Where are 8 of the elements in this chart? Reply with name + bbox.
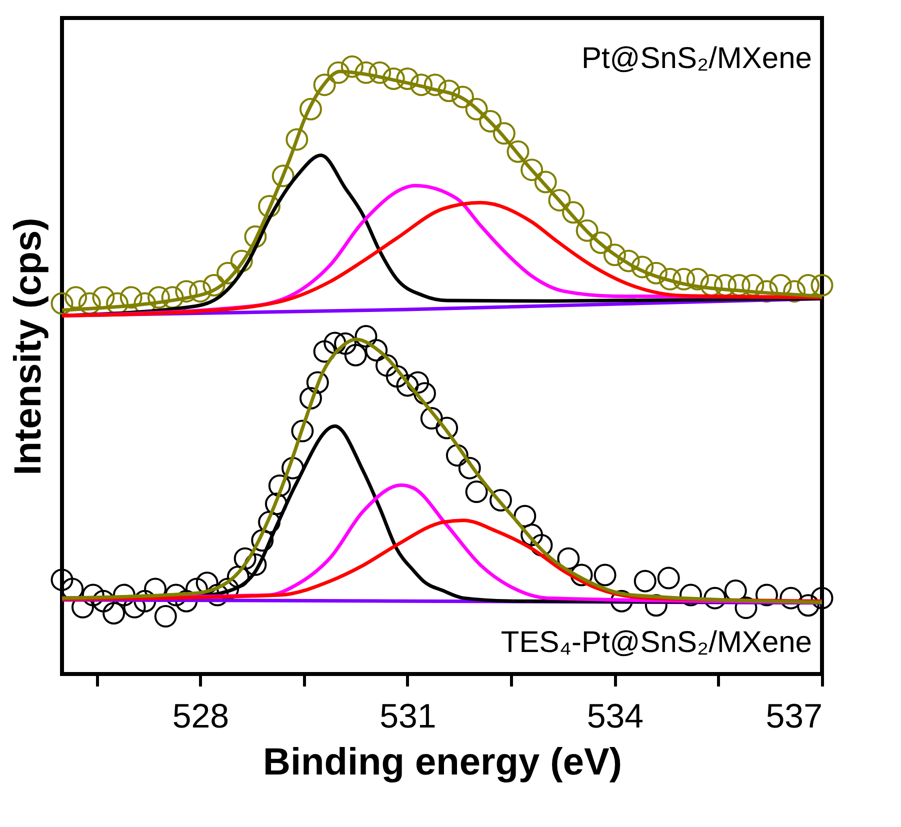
annotation: TES₄-Pt@SnS₂/MXene <box>500 626 812 659</box>
x-tick-label: 537 <box>766 698 822 736</box>
x-tick-label: 534 <box>586 698 644 736</box>
y-axis-title: Intensity (cps) <box>8 218 50 476</box>
x-tick-label: 531 <box>380 698 436 736</box>
annotation: Pt@SnS₂/MXene <box>581 42 812 75</box>
x-tick-label: 528 <box>172 698 230 736</box>
x-axis-title: Binding energy (eV) <box>263 742 622 784</box>
